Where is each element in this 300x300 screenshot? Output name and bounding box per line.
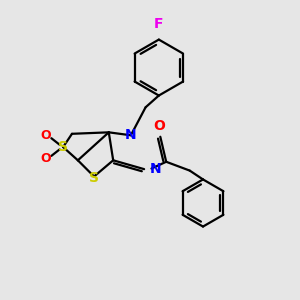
Text: O: O — [153, 119, 165, 133]
Text: S: S — [58, 140, 68, 154]
Text: O: O — [40, 152, 51, 165]
Text: F: F — [154, 17, 164, 31]
Text: N: N — [125, 128, 137, 142]
Text: N: N — [149, 161, 161, 176]
Text: O: O — [40, 129, 51, 142]
Text: S: S — [89, 171, 99, 185]
